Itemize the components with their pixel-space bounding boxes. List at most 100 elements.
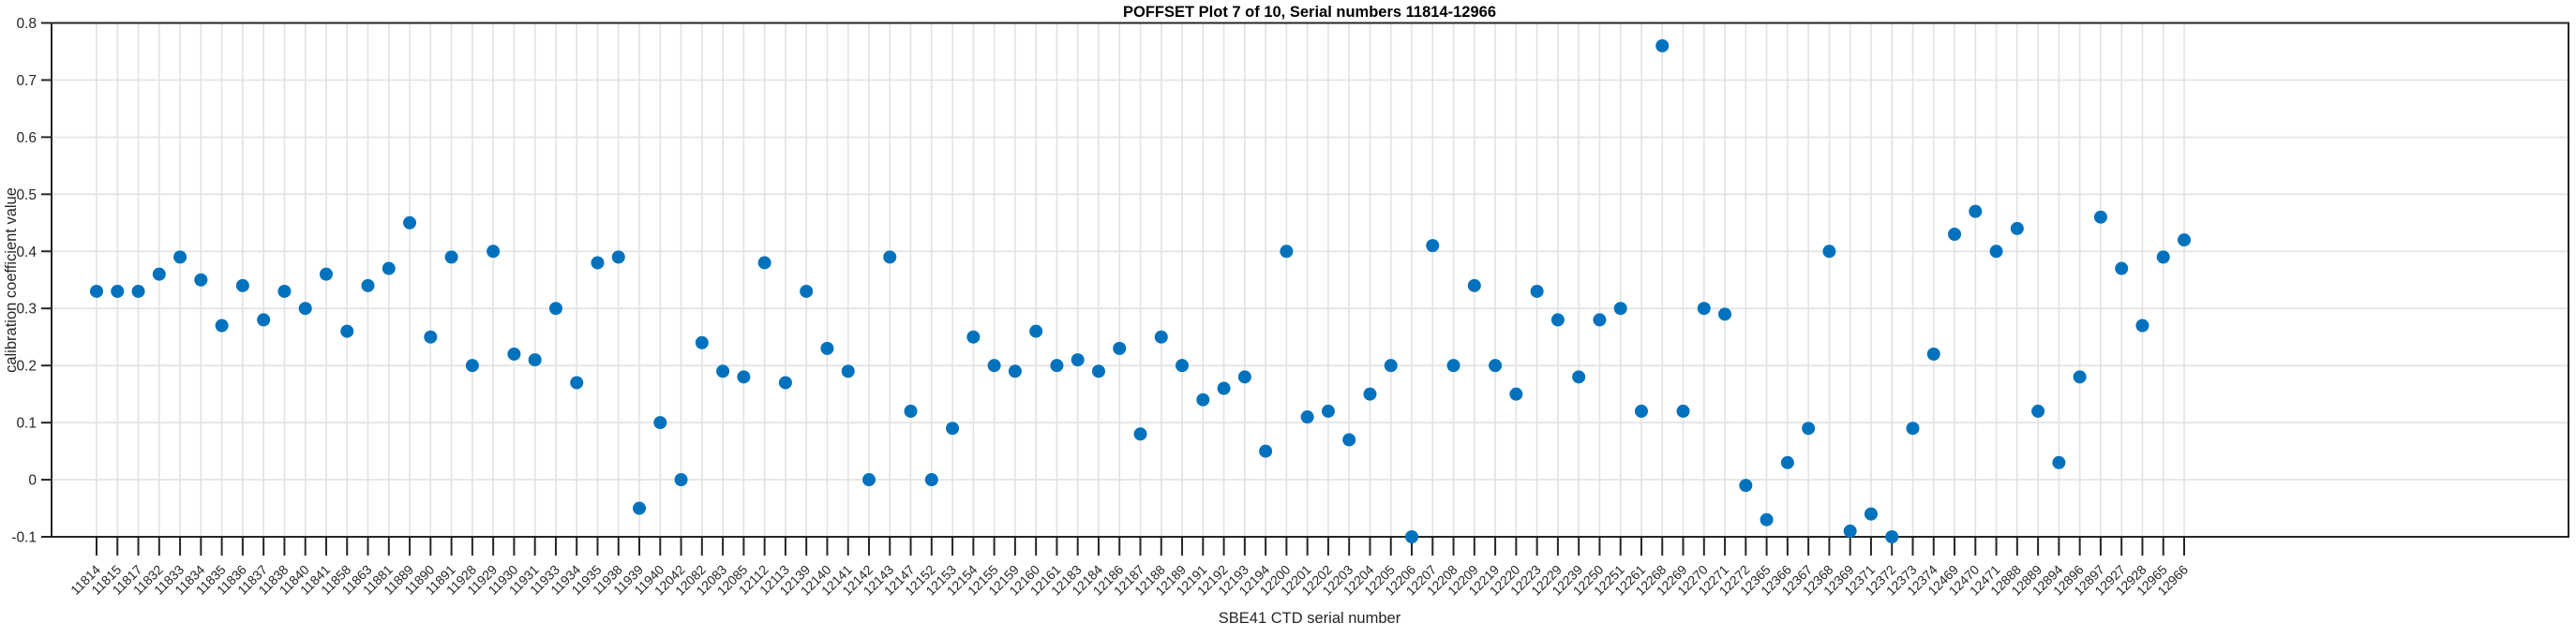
data-points-layer bbox=[90, 38, 2191, 543]
data-point bbox=[1446, 359, 1460, 373]
chart-title: POFFSET Plot 7 of 10, Serial numbers 118… bbox=[1123, 4, 1496, 21]
data-point bbox=[820, 341, 834, 355]
data-point bbox=[1906, 422, 1920, 436]
data-point bbox=[1780, 455, 1794, 469]
data-point bbox=[2093, 210, 2107, 224]
data-point bbox=[1176, 359, 1190, 373]
data-point bbox=[1843, 524, 1857, 538]
data-point bbox=[1467, 278, 1481, 292]
data-point bbox=[1530, 284, 1544, 298]
data-point bbox=[1113, 341, 1127, 355]
data-point bbox=[1237, 370, 1251, 384]
data-point bbox=[1885, 530, 1899, 543]
data-point bbox=[1196, 393, 1210, 407]
data-point bbox=[737, 370, 751, 384]
data-point bbox=[1050, 359, 1064, 373]
data-point bbox=[1969, 204, 1983, 218]
data-point bbox=[1593, 313, 1607, 327]
data-point bbox=[1697, 302, 1711, 316]
data-point bbox=[319, 267, 333, 281]
data-point bbox=[695, 335, 709, 349]
data-point bbox=[194, 273, 208, 287]
data-point bbox=[1133, 427, 1147, 441]
data-point bbox=[778, 376, 792, 390]
data-point bbox=[1760, 512, 1774, 527]
data-point bbox=[1718, 307, 1732, 321]
plot-box bbox=[51, 22, 2569, 538]
data-point bbox=[152, 267, 166, 281]
data-point bbox=[1989, 245, 2003, 259]
tick-labels-layer: 1181411815118171183211833118341183511836… bbox=[11, 16, 2191, 599]
data-point bbox=[382, 261, 396, 275]
data-point bbox=[861, 473, 876, 487]
data-point bbox=[1676, 404, 1690, 418]
data-point bbox=[1509, 387, 1523, 401]
data-point bbox=[340, 324, 354, 338]
data-point bbox=[924, 473, 938, 487]
data-point bbox=[800, 284, 814, 298]
data-point bbox=[904, 404, 918, 418]
data-point bbox=[403, 215, 417, 230]
data-point bbox=[1613, 302, 1627, 316]
data-point bbox=[2010, 221, 2024, 235]
y-tick-label: 0.6 bbox=[16, 130, 37, 146]
y-tick-label: 0.7 bbox=[16, 73, 37, 89]
grid-layer bbox=[52, 22, 2569, 538]
y-tick-label: 0.4 bbox=[16, 245, 37, 260]
data-point bbox=[361, 278, 375, 292]
data-point bbox=[1342, 433, 1356, 447]
data-point bbox=[716, 364, 730, 378]
y-axis-label: calibration coefficient value bbox=[3, 187, 20, 373]
data-point bbox=[2135, 319, 2149, 333]
data-point bbox=[257, 313, 271, 327]
data-point bbox=[653, 416, 667, 430]
data-point bbox=[1008, 364, 1022, 378]
data-point bbox=[883, 250, 897, 264]
data-point bbox=[966, 330, 981, 344]
data-point bbox=[1384, 359, 1398, 373]
y-tick-label: 0.8 bbox=[16, 16, 37, 32]
data-point bbox=[1217, 381, 1231, 395]
data-point bbox=[548, 302, 562, 316]
data-point bbox=[841, 364, 855, 378]
axes-layer bbox=[41, 22, 2569, 556]
data-point bbox=[111, 284, 125, 298]
data-point bbox=[674, 473, 688, 487]
x-axis-label: SBE41 CTD serial number bbox=[1219, 610, 1401, 627]
data-point bbox=[277, 284, 292, 298]
data-point bbox=[2156, 250, 2170, 264]
y-tick-label: 0.3 bbox=[16, 302, 37, 318]
y-tick-label: 0.5 bbox=[16, 187, 37, 203]
data-point bbox=[215, 319, 229, 333]
data-point bbox=[1634, 404, 1648, 418]
data-point bbox=[1739, 479, 1753, 493]
data-point bbox=[424, 330, 438, 344]
data-point bbox=[1550, 313, 1565, 327]
data-point bbox=[90, 284, 103, 298]
data-point bbox=[611, 250, 625, 264]
data-point bbox=[946, 422, 960, 436]
data-point bbox=[570, 376, 584, 390]
data-point bbox=[1029, 324, 1043, 338]
data-point bbox=[1822, 245, 1836, 259]
data-point bbox=[131, 284, 145, 298]
data-point bbox=[2178, 233, 2191, 247]
data-point bbox=[1864, 507, 1878, 521]
data-point bbox=[1802, 422, 1816, 436]
data-point bbox=[1280, 245, 1294, 259]
data-point bbox=[987, 359, 1001, 373]
data-point bbox=[444, 250, 458, 264]
data-point bbox=[1426, 239, 1440, 253]
data-point bbox=[2031, 404, 2045, 418]
data-point bbox=[298, 302, 312, 316]
y-tick-label: -0.1 bbox=[11, 530, 37, 546]
data-point bbox=[2052, 455, 2066, 469]
data-point bbox=[235, 278, 249, 292]
data-point bbox=[1948, 227, 1962, 241]
data-point bbox=[1300, 410, 1314, 424]
data-point bbox=[465, 359, 479, 373]
data-point bbox=[1071, 353, 1085, 367]
data-point bbox=[1321, 404, 1335, 418]
